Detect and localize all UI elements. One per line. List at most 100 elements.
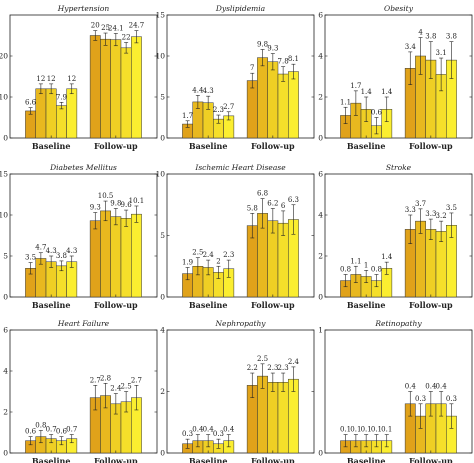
- value-label: 0.4: [192, 426, 204, 434]
- y-tick-label: 10: [155, 170, 165, 179]
- value-label: 2.5: [257, 355, 268, 363]
- value-label: 7: [250, 64, 254, 72]
- value-label: 0.6: [56, 428, 68, 436]
- category-label: Baseline: [32, 141, 71, 151]
- value-label: 0.4: [425, 383, 437, 391]
- bar: [35, 88, 47, 139]
- value-label: 2.7: [90, 376, 101, 384]
- y-tick-label: 0: [3, 449, 8, 458]
- value-label: 0.8: [340, 265, 351, 273]
- value-label: 10.5: [98, 192, 114, 200]
- bar: [288, 71, 299, 139]
- value-label: 24.1: [108, 24, 124, 32]
- chart-panel: Dyslipidemia 0 5 10 15 1.7 4.4 4.3 2.3 2.7 Baselin…: [155, 4, 315, 151]
- panel-title: Nephropathy: [214, 319, 266, 328]
- bar: [45, 88, 57, 139]
- panel-title: Diabetes Mellitus: [49, 163, 117, 172]
- chart-panel: Ischemic Heart Disease 0 5 10 1.92.5 2.422.3 B…: [155, 163, 315, 310]
- value-label: 3.5: [25, 254, 36, 262]
- value-label: 4.3: [203, 87, 214, 95]
- value-label: 6.8: [257, 190, 268, 198]
- value-label: 1.1: [350, 257, 361, 265]
- value-label: 7.8: [278, 58, 289, 66]
- value-label: 0.8: [371, 265, 382, 273]
- value-label: 7.9: [56, 93, 67, 101]
- panel-title: Heart Failure: [57, 319, 110, 328]
- bar: [100, 38, 111, 139]
- value-label: 3.3: [405, 206, 416, 214]
- value-label: 0.1: [371, 426, 382, 434]
- bar: [267, 61, 279, 139]
- y-tick-label: 0: [160, 134, 165, 143]
- category-label: Follow-up: [94, 456, 138, 463]
- value-label: 0.6: [371, 109, 383, 117]
- y-tick-label: 4: [318, 211, 323, 220]
- category-label: Baseline: [32, 456, 71, 463]
- chart-panel: Stroke02460.81.110.81.4Baseline3.33.73.3…: [318, 163, 473, 310]
- value-label: 1: [364, 261, 368, 269]
- value-label: 3.1: [436, 49, 447, 57]
- y-tick-label: 6: [3, 326, 8, 335]
- plot-frame: [324, 329, 473, 454]
- y-tick-label: 0: [160, 449, 165, 458]
- category-label: Follow-up: [409, 141, 453, 151]
- value-label: 2.2: [247, 364, 258, 372]
- bar: [246, 80, 258, 139]
- category-label: Baseline: [189, 300, 228, 310]
- category-label: Baseline: [347, 300, 386, 310]
- y-tick-label: 10: [0, 93, 8, 102]
- value-label: 9.3: [90, 204, 101, 212]
- bar: [257, 57, 268, 139]
- value-label: 0.7: [66, 426, 77, 434]
- value-label: 4.3: [66, 247, 77, 255]
- value-label: 1.4: [381, 253, 393, 261]
- panel-title: Hypertension: [57, 4, 110, 13]
- value-label: 0.6: [25, 428, 37, 436]
- category-label: Baseline: [347, 456, 386, 463]
- y-tick-label: 5: [160, 93, 165, 102]
- value-label: 22: [122, 33, 131, 41]
- panel-title: Ischemic Heart Disease: [194, 163, 286, 172]
- panel-title: Obesity: [384, 4, 414, 13]
- panel-title: Retinopathy: [374, 319, 422, 328]
- value-label: 2.3: [267, 364, 278, 372]
- value-label: 12: [67, 75, 76, 83]
- plot-frame: [324, 14, 473, 139]
- y-tick-label: 2: [160, 387, 165, 396]
- bar: [120, 47, 132, 139]
- y-tick-label: 15: [155, 11, 165, 20]
- plot-frame: [324, 173, 473, 298]
- bar: [131, 36, 142, 139]
- bar: [131, 213, 142, 298]
- value-label: 4.4: [192, 86, 204, 94]
- category-label: Baseline: [32, 300, 71, 310]
- category-label: Follow-up: [251, 456, 295, 463]
- y-tick-label: 6: [318, 11, 323, 20]
- category-label: Baseline: [189, 456, 228, 463]
- value-label: 6.2: [267, 199, 278, 207]
- value-label: 2.3: [213, 106, 224, 114]
- value-label: 6: [281, 202, 286, 210]
- value-label: 0.1: [361, 426, 372, 434]
- value-label: 9.8: [110, 199, 121, 207]
- value-label: 2.7: [131, 376, 142, 384]
- bar: [100, 210, 111, 298]
- value-label: 1.1: [340, 98, 351, 106]
- value-label: 0.1: [381, 426, 392, 434]
- value-label: 2.4: [110, 385, 122, 393]
- plot-frame: [9, 173, 158, 298]
- value-label: 8.1: [288, 55, 299, 63]
- bar: [267, 382, 279, 454]
- value-label: 12: [36, 75, 45, 83]
- y-tick-label: 5: [3, 252, 8, 261]
- y-tick-label: 0: [3, 293, 8, 302]
- value-label: 0.4: [436, 383, 448, 391]
- value-label: 5.8: [247, 204, 258, 212]
- plot-frame: [166, 14, 315, 139]
- value-label: 0.3: [213, 430, 224, 438]
- y-tick-label: 1: [318, 326, 323, 335]
- bar: [277, 382, 289, 454]
